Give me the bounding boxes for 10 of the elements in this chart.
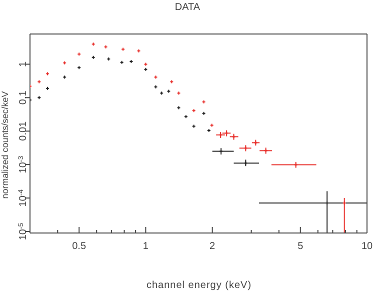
chart-title: DATA <box>174 2 202 13</box>
x-tick-label: 1 <box>142 241 149 252</box>
y-tick-label: 0.01 <box>18 120 29 141</box>
x-axis-title: channel energy (keV) <box>145 280 253 291</box>
x-tick-label: 10 <box>361 241 373 252</box>
y-tick-label: 0.1 <box>18 90 29 105</box>
y-axis-title: normalized counts/sec/keV <box>0 90 10 201</box>
x-tick-label: 2 <box>210 241 216 252</box>
x-tick-label: 0.5 <box>72 241 86 252</box>
x-tick-label: 5 <box>298 241 304 252</box>
